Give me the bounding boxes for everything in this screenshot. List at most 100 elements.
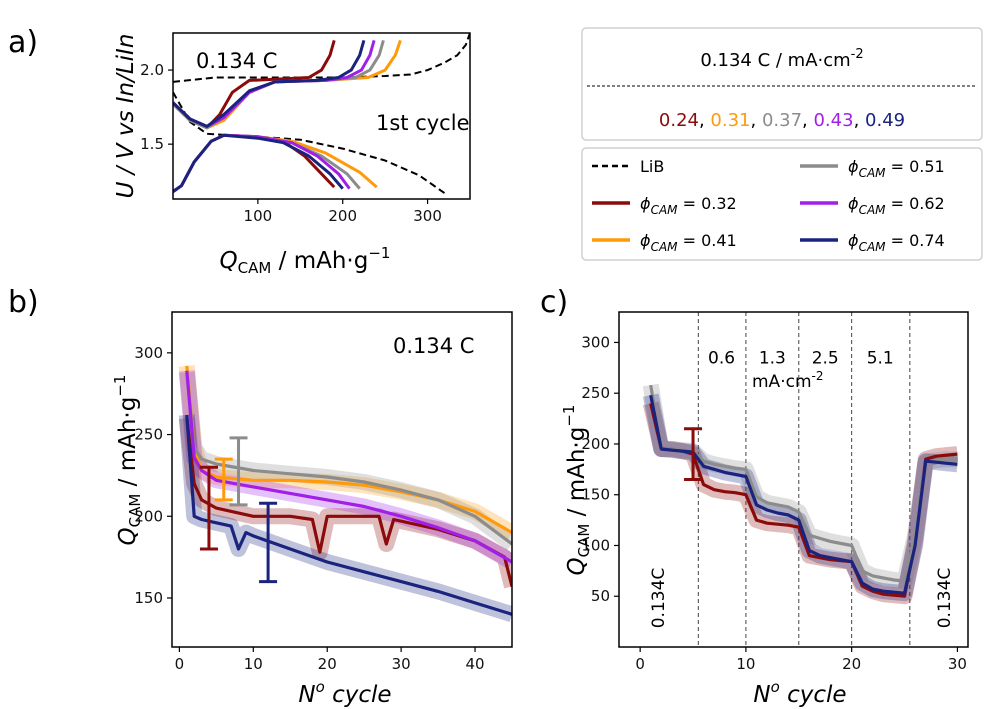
panel-c-ylabel-sup: −1 <box>560 405 578 427</box>
panel-b-ylabel-unit: / mAh·g <box>115 397 141 494</box>
legend-label: ϕCAM = 0.74 <box>848 231 945 254</box>
panel-c-ylabel-sub: CAM <box>575 524 593 558</box>
rate-box-title-sup: -2 <box>851 47 864 62</box>
panel-c-unit-label: mA·cm-2 <box>752 369 823 392</box>
panel-c-frame <box>618 311 969 648</box>
panel-c-series-0-74 <box>649 394 958 595</box>
legend-phi: ϕ <box>640 194 651 213</box>
legend-entry: ϕCAM = 0.41 <box>592 231 737 254</box>
panel-label-b: b) <box>8 285 39 320</box>
panel-a-ytick-label: 1.5 <box>140 135 164 153</box>
panel-b-ylabel-sub: CAM <box>126 494 144 528</box>
panel-b-ylabel-main: Q <box>115 527 141 545</box>
panel-b-ylabel: QCAM / mAh·g−1 <box>111 375 144 546</box>
legend-label: ϕCAM = 0.32 <box>640 194 737 217</box>
rate-separator: , <box>699 110 710 131</box>
legend-phi-sub: CAM <box>651 240 679 254</box>
panel-a-xlabel-sup: −1 <box>368 244 390 262</box>
panel-a-frame <box>172 32 471 200</box>
legend-phi: ϕ <box>848 194 859 213</box>
panel-b-xlabel-rest: cycle <box>325 682 392 708</box>
panel-c-ylabel-unit: / mAh·g <box>564 427 590 524</box>
panel-c-xtick-label: 30 <box>948 655 967 673</box>
panel-c-xlabel-sup: o <box>771 678 780 696</box>
panel-b-xtick-label: 30 <box>392 655 411 673</box>
panel-c-segment-label: 1.3 <box>759 349 786 369</box>
rate-separator: , <box>751 110 762 131</box>
panel-b-ytick-label: 150 <box>134 589 163 607</box>
legend-label: ϕCAM = 0.41 <box>640 231 737 254</box>
rate-value: 0.49 <box>865 110 905 131</box>
panel-b-error-bar <box>214 457 233 502</box>
rate-separator: , <box>854 110 865 131</box>
panel-c-ylabel: QCAM / mAh·g−1 <box>560 405 593 576</box>
panel-c-xtick-label: 20 <box>842 655 861 673</box>
rate-value: 0.37 <box>762 110 802 131</box>
panel-c-ytick-label: 300 <box>581 333 610 351</box>
panel-c-ytick-label: 200 <box>581 435 610 453</box>
panel-c-error-bar <box>684 427 703 481</box>
legend-entry: ϕCAM = 0.51 <box>800 157 945 180</box>
panel-a-xtick-label: 200 <box>328 207 357 225</box>
rate-box-title-text: 0.134 C / mA·cm <box>700 50 850 71</box>
panel-b-xtick-label: 0 <box>175 655 185 673</box>
panel-c-ylabel-main: Q <box>564 557 590 575</box>
panel-a-series-0-74-discharge <box>173 39 366 128</box>
panel-b-ytick-label: 300 <box>134 344 163 362</box>
legend-frame <box>581 147 983 261</box>
panel-a-xlabel-unit: / mAh·g <box>271 248 368 274</box>
panel-c-xtick-label: 0 <box>635 655 645 673</box>
rate-separator: , <box>802 110 813 131</box>
rate-box-frame <box>581 27 983 141</box>
panel-b-xlabel-main: N <box>298 682 315 708</box>
panel-c-segment-label: 0.6 <box>708 349 735 369</box>
panel-c-side-label-left: 0.134C <box>649 568 669 629</box>
legend-phi-sub: CAM <box>859 166 887 180</box>
panel-a-xtick-label: 100 <box>244 207 273 225</box>
panel-c-xlabel-rest: cycle <box>780 682 847 708</box>
panel-b-plot-area: 0 10 20 30 40 150 200 250 300 <box>134 311 513 673</box>
panel-a-rate-annotation: 0.134 C <box>196 49 277 73</box>
panel-c-xlabel-main: N <box>753 682 770 708</box>
rate-value: 0.31 <box>710 110 750 131</box>
panel-b-xtick-label: 20 <box>318 655 337 673</box>
panel-b-xlabel: No cycle <box>298 678 391 708</box>
panel-b-series-0-51 <box>185 372 512 546</box>
panel-b-xlabel-sup: o <box>316 678 325 696</box>
panel-a-xlabel-main: Q <box>220 248 238 274</box>
panel-label-c: c) <box>540 285 568 320</box>
legend-label: ϕCAM = 0.51 <box>848 157 945 180</box>
panel-c-series-0-51 <box>649 384 958 583</box>
legend-value: = 0.51 <box>886 157 945 176</box>
panel-a-voltage-profile: 100 200 300 1.5 2.0 0.134 C 1st cycle U / V … <box>113 32 471 277</box>
rate-value: 0.24 <box>659 110 699 131</box>
legend-value: = 0.41 <box>678 231 737 250</box>
panel-a-xtick-label: 300 <box>413 207 442 225</box>
panel-b-xtick-label: 10 <box>244 655 263 673</box>
rate-value: 0.43 <box>813 110 853 131</box>
legend-phi-sub: CAM <box>859 203 887 217</box>
panel-label-a: a) <box>8 25 38 60</box>
panel-a-cycle-annotation: 1st cycle <box>376 111 470 135</box>
panel-b-error-bar <box>229 436 248 507</box>
panel-a-series-0-74-charge <box>173 133 344 193</box>
panel-c-segment-label: 2.5 <box>812 349 839 369</box>
rate-info-box: 0.134 C / mA·cm-2 0.24, 0.31, 0.37, 0.43… <box>581 27 983 141</box>
panel-a-plot-area: 100 200 300 1.5 2.0 <box>140 32 471 225</box>
panel-b-ylabel-sup: −1 <box>111 375 129 397</box>
legend-entry: ϕCAM = 0.74 <box>800 231 945 254</box>
panel-b-series-group <box>178 365 512 622</box>
panel-c-ytick-label: 150 <box>581 486 610 504</box>
panel-a-ylabel-text: U / V vs In/LiIn <box>113 34 139 199</box>
panel-c-unit-text: mA·cm <box>752 372 812 392</box>
legend-value: = 0.32 <box>678 194 737 213</box>
legend-entry: ϕCAM = 0.32 <box>592 194 737 217</box>
panel-b-error-bar <box>199 465 218 551</box>
rate-box-values: 0.24, 0.31, 0.37, 0.43, 0.49 <box>659 110 905 131</box>
legend-label: ϕCAM = 0.62 <box>848 194 945 217</box>
panel-b-error-bar <box>259 501 278 584</box>
panel-c-ytick-label: 50 <box>591 587 610 605</box>
legend-value: = 0.74 <box>886 231 945 250</box>
panel-c-side-label-right: 0.134C <box>935 568 955 629</box>
